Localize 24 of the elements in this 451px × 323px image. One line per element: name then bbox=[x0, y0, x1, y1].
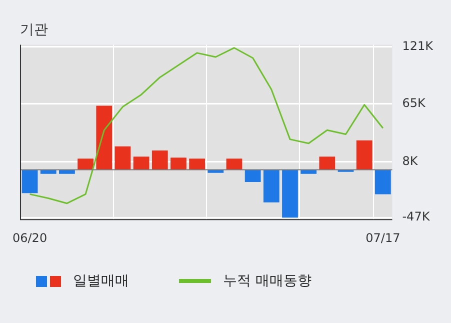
bar bbox=[133, 156, 150, 170]
bar bbox=[263, 170, 280, 202]
x-tick-label: 07/17 bbox=[366, 230, 400, 245]
bar bbox=[356, 140, 372, 170]
bar bbox=[282, 170, 298, 218]
bar bbox=[226, 158, 242, 170]
y-tick-label: -47K bbox=[402, 210, 431, 224]
bar bbox=[170, 158, 186, 170]
bar bbox=[244, 170, 261, 182]
bar bbox=[374, 170, 391, 194]
bar bbox=[319, 156, 336, 170]
bar bbox=[96, 106, 112, 170]
bar bbox=[152, 150, 168, 170]
bar bbox=[78, 158, 94, 170]
legend-label: 누적 매매동향 bbox=[223, 272, 312, 290]
legend-label: 일별매매 bbox=[73, 272, 129, 290]
chart-title: 기관 bbox=[20, 22, 48, 38]
bar bbox=[114, 146, 131, 170]
y-tick-label: 65K bbox=[402, 96, 426, 110]
x-tick-label: 06/20 bbox=[12, 230, 48, 245]
y-tick-label: 8K bbox=[402, 154, 419, 168]
bar bbox=[189, 158, 206, 170]
bar bbox=[22, 170, 38, 194]
y-tick-label: 121K bbox=[402, 38, 434, 53]
